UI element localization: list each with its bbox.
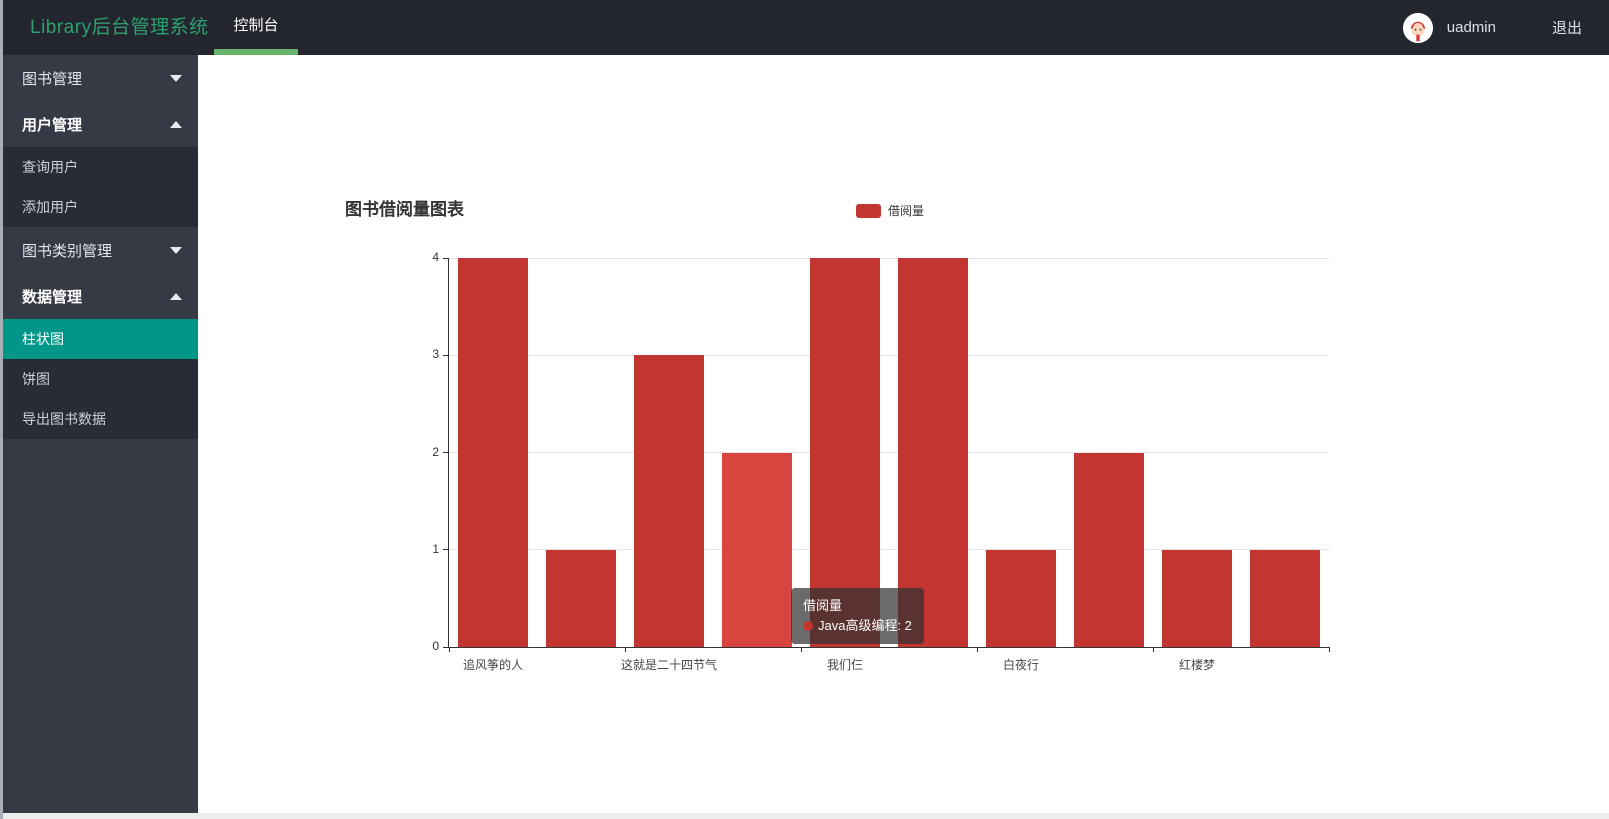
tab-console-label: 控制台 [233, 17, 279, 34]
header-right-cluster: uadmin 退出 [1402, 0, 1582, 55]
sidebar-item-data-manage[interactable]: 数据管理 [0, 273, 198, 319]
y-axis-tick [443, 646, 449, 648]
y-axis-tick [443, 549, 449, 551]
horizontal-scrollbar[interactable] [0, 813, 1609, 819]
bar-我们仨[interactable] [810, 258, 880, 647]
x-axis-tick [977, 647, 978, 652]
chevron-down-icon [170, 74, 182, 82]
bar-白夜行[interactable] [986, 549, 1056, 647]
tab-active-underline [214, 49, 298, 55]
x-axis-label: 红楼梦 [1178, 658, 1215, 672]
sidebar-item-book-manage[interactable]: 图书管理 [0, 55, 198, 101]
bar-Java高级编程[interactable] [722, 452, 792, 647]
x-axis-label: 追风筝的人 [462, 658, 523, 672]
sidebar-item-user-manage[interactable]: 用户管理 [0, 101, 198, 147]
y-gridline [449, 257, 1329, 259]
sidebar-item-label: 图书类别管理 [22, 242, 113, 260]
brand-title: Library后台管理系统 [30, 17, 209, 38]
x-axis-tick [801, 647, 802, 652]
chevron-up-icon [170, 120, 182, 128]
y-axis-tick [443, 452, 449, 453]
legend-label: 借阅量 [888, 204, 925, 218]
sidebar-item-export-data[interactable]: 导出图书数据 [0, 399, 198, 439]
bar-category-8[interactable] [1074, 452, 1144, 647]
x-axis-label: 我们仨 [826, 658, 863, 672]
bar-这就是二十四节气[interactable] [634, 355, 704, 647]
sidebar-item-category-manage[interactable]: 图书类别管理 [0, 227, 198, 273]
legend-marker-icon [856, 203, 881, 218]
x-axis-tick [1329, 647, 1330, 652]
bar-category-10[interactable] [1250, 549, 1320, 647]
sidebar-item-label: 饼图 [22, 371, 50, 387]
x-axis-label: 这就是二十四节气 [620, 658, 717, 672]
y-axis-label: 2 [432, 444, 439, 459]
sidebar-item-bar-chart[interactable]: 柱状图 [0, 319, 198, 359]
chevron-up-icon [170, 292, 182, 300]
bar-红楼梦[interactable] [1162, 549, 1232, 647]
sidebar: 图书管理用户管理查询用户添加用户图书类别管理 数据管理柱状图饼图导出图书数据 [0, 55, 198, 813]
chart-title: 图书借阅量图表 [345, 200, 464, 219]
top-navbar: Library后台管理系统 控制台 uadmin 退出 [0, 0, 1609, 55]
tab-console[interactable]: 控制台 [214, 0, 298, 55]
user-avatar[interactable] [1402, 12, 1433, 43]
vertical-scrollbar[interactable] [0, 0, 3, 819]
y-gridline [449, 549, 1329, 551]
sidebar-item-query-user[interactable]: 查询用户 [0, 147, 198, 187]
sidebar-item-label: 柱状图 [22, 331, 64, 347]
sidebar-item-label: 查询用户 [22, 159, 78, 175]
avatar-icon [1402, 12, 1433, 43]
x-axis-tick [449, 647, 450, 652]
main-content: 图书借阅量图表 借阅量 借阅量 Java高级编程: 2 0 1 2 3 4 追风筝的人 这就… [198, 55, 1609, 813]
y-axis-tick [443, 257, 449, 259]
y-axis-label: 4 [432, 250, 439, 264]
y-axis-label: 3 [432, 347, 439, 362]
sidebar-item-add-user[interactable]: 添加用户 [0, 187, 198, 227]
bar-追风筝的人[interactable] [458, 258, 528, 647]
y-axis-label: 1 [432, 541, 439, 556]
logout-button[interactable]: 退出 [1551, 20, 1582, 37]
legend-item-borrow-count[interactable]: 借阅量 [856, 202, 924, 219]
y-axis-label: 0 [432, 639, 439, 653]
x-axis-tick [625, 647, 626, 652]
bar-chart-plot: 借阅量 Java高级编程: 2 0 1 2 3 4 追风筝的人 这就是二十四节气 我们仨 白夜行… [432, 250, 1330, 672]
y-gridline [449, 452, 1329, 453]
x-axis-label: 白夜行 [1002, 658, 1039, 672]
sidebar-item-pie-chart[interactable]: 饼图 [0, 359, 198, 399]
username-label[interactable]: uadmin [1446, 19, 1496, 36]
sidebar-item-label: 数据管理 [22, 288, 83, 306]
chevron-down-icon [170, 246, 182, 254]
sidebar-item-label: 用户管理 [22, 116, 83, 134]
y-gridline [449, 354, 1329, 356]
sidebar-item-label: 添加用户 [22, 199, 78, 215]
y-axis-tick [443, 354, 449, 356]
x-axis-tick [1153, 647, 1154, 652]
bar-category-6[interactable] [898, 258, 968, 647]
sidebar-item-label: 图书管理 [22, 70, 83, 88]
bar-category-2[interactable] [546, 549, 616, 647]
sidebar-item-label: 导出图书数据 [22, 411, 106, 427]
